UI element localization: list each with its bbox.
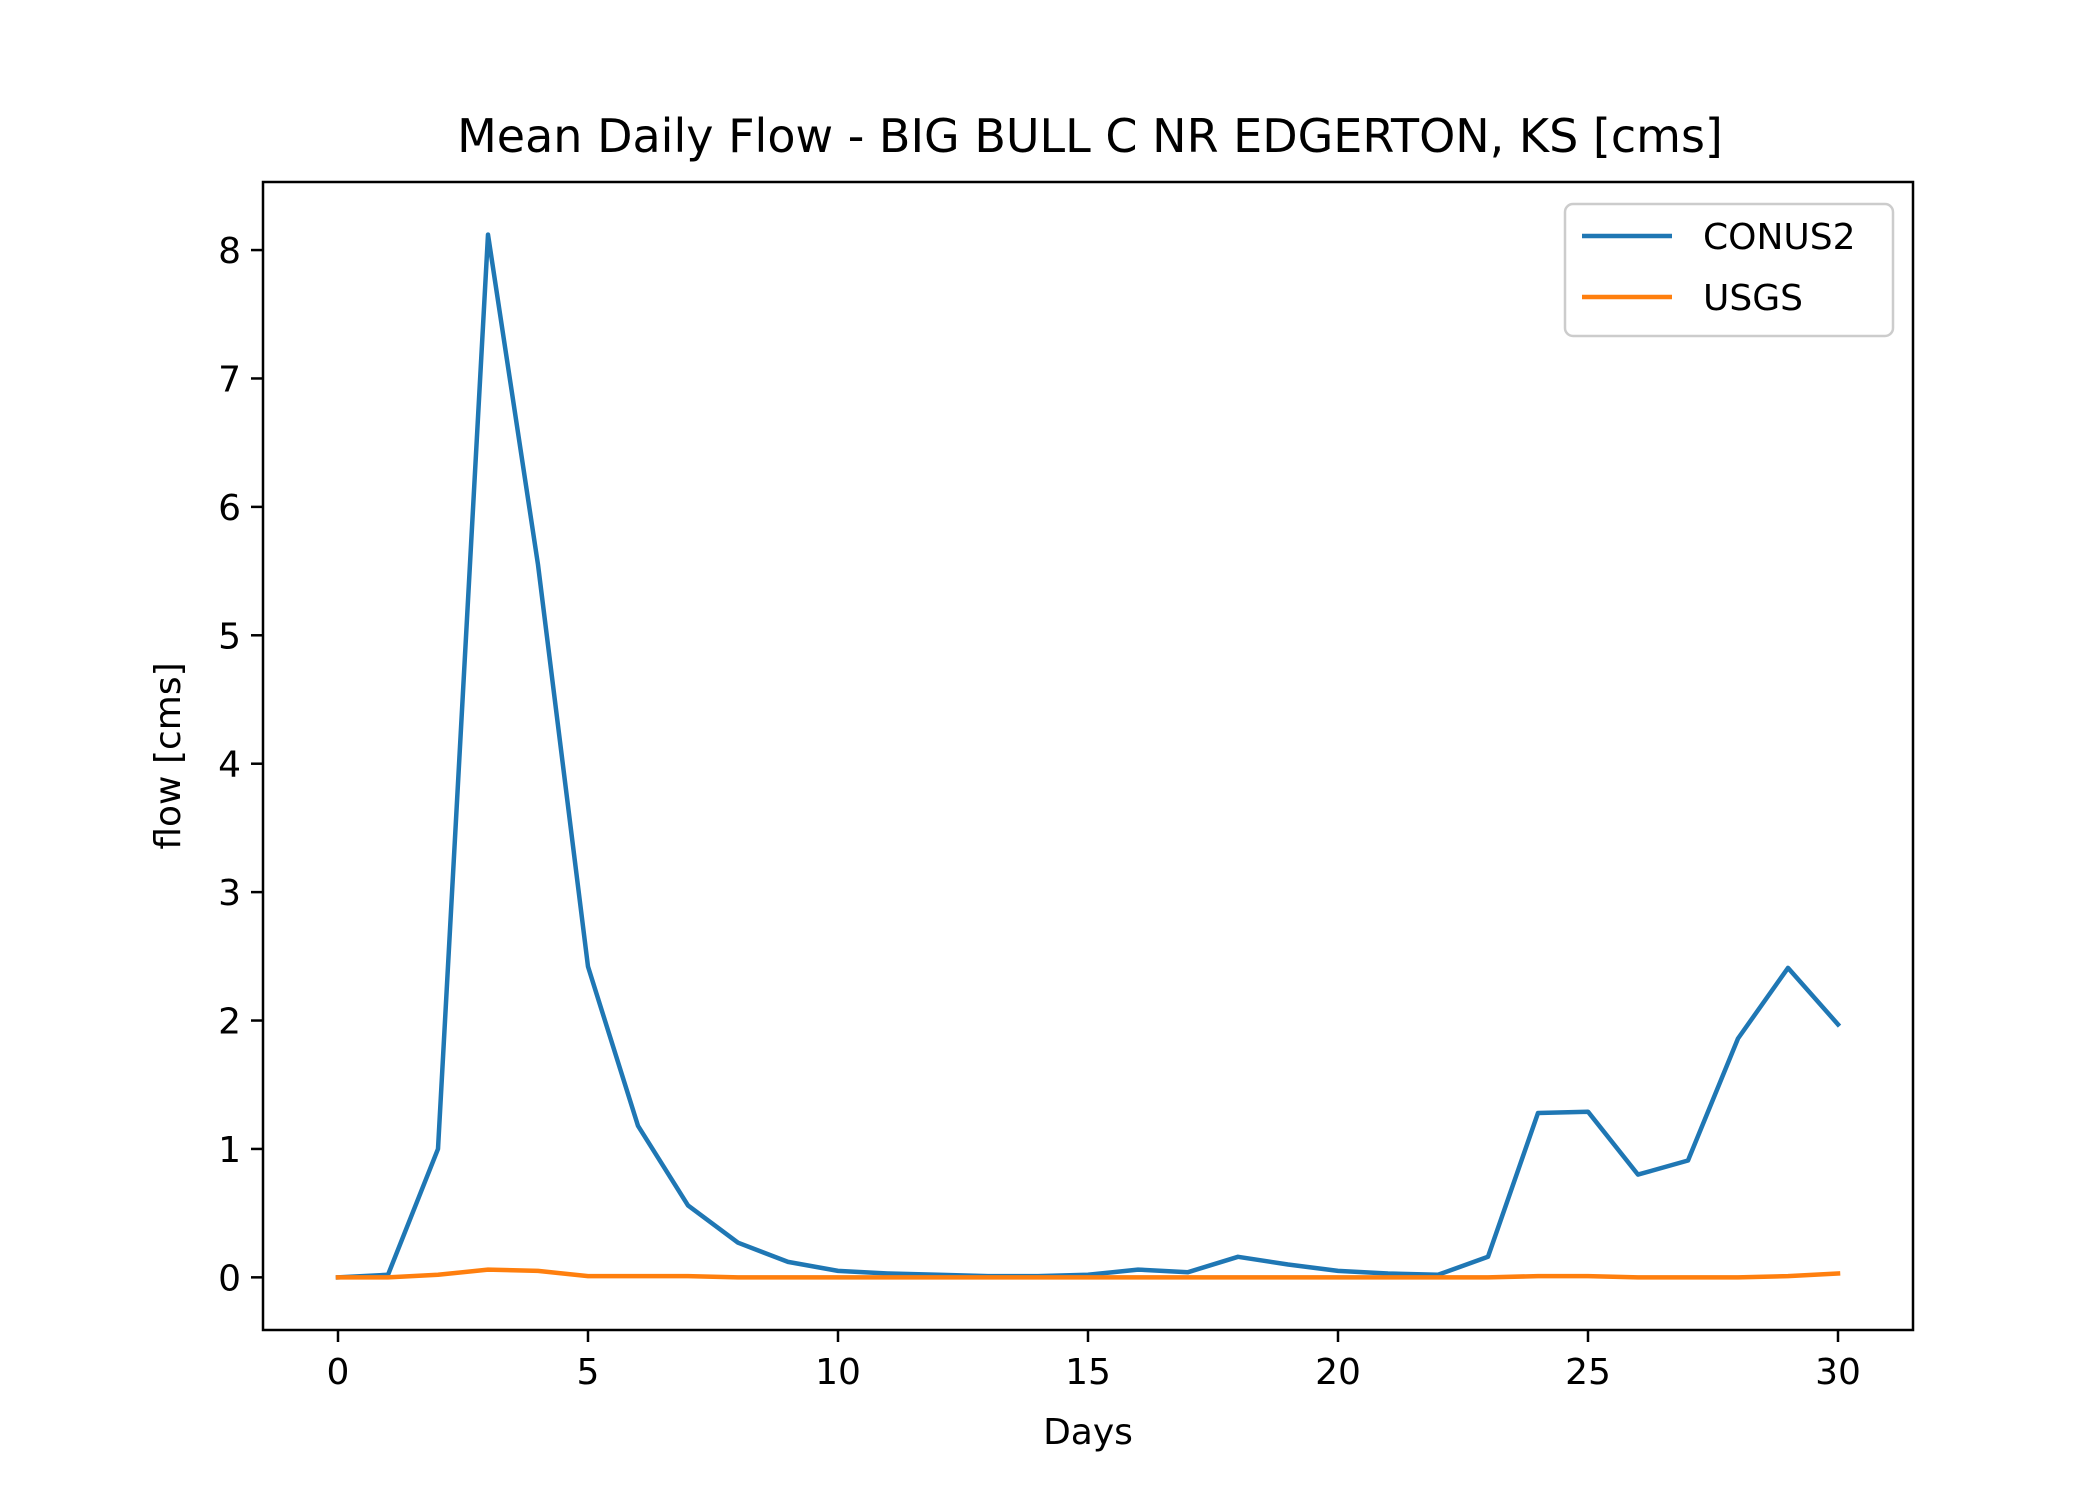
x-tick-label: 0 [327,1352,350,1393]
chart-title: Mean Daily Flow - BIG BULL C NR EDGERTON… [457,109,1723,163]
x-tick-label: 15 [1065,1352,1111,1393]
legend-label-conus2: CONUS2 [1703,217,1856,258]
y-axis-label: flow [cms] [148,662,189,849]
y-tick-label: 0 [218,1258,241,1299]
y-tick-label: 5 [218,616,241,657]
legend: CONUS2 USGS [1563,202,1895,338]
y-tick-label: 4 [218,745,241,786]
x-tick-label: 5 [577,1352,600,1393]
y-axis-ticks: 0 1 2 3 4 5 6 7 8 [218,231,263,1299]
x-tick-label: 20 [1315,1352,1361,1393]
x-axis-ticks: 0 5 10 15 20 25 30 [327,1330,1861,1393]
x-tick-label: 30 [1815,1352,1861,1393]
y-tick-label: 2 [218,1002,241,1043]
series-line-usgs [335,1267,1841,1280]
y-tick-label: 6 [218,488,241,529]
y-tick-label: 8 [218,231,241,272]
series-layer [335,232,1842,1280]
x-tick-label: 10 [815,1352,861,1393]
x-axis-label: Days [1043,1412,1133,1453]
y-tick-label: 3 [218,873,241,914]
series-line-conus2 [335,232,1842,1280]
legend-label-usgs: USGS [1703,278,1803,319]
x-tick-label: 25 [1565,1352,1611,1393]
y-tick-label: 1 [218,1130,241,1171]
y-tick-label: 7 [218,359,241,400]
